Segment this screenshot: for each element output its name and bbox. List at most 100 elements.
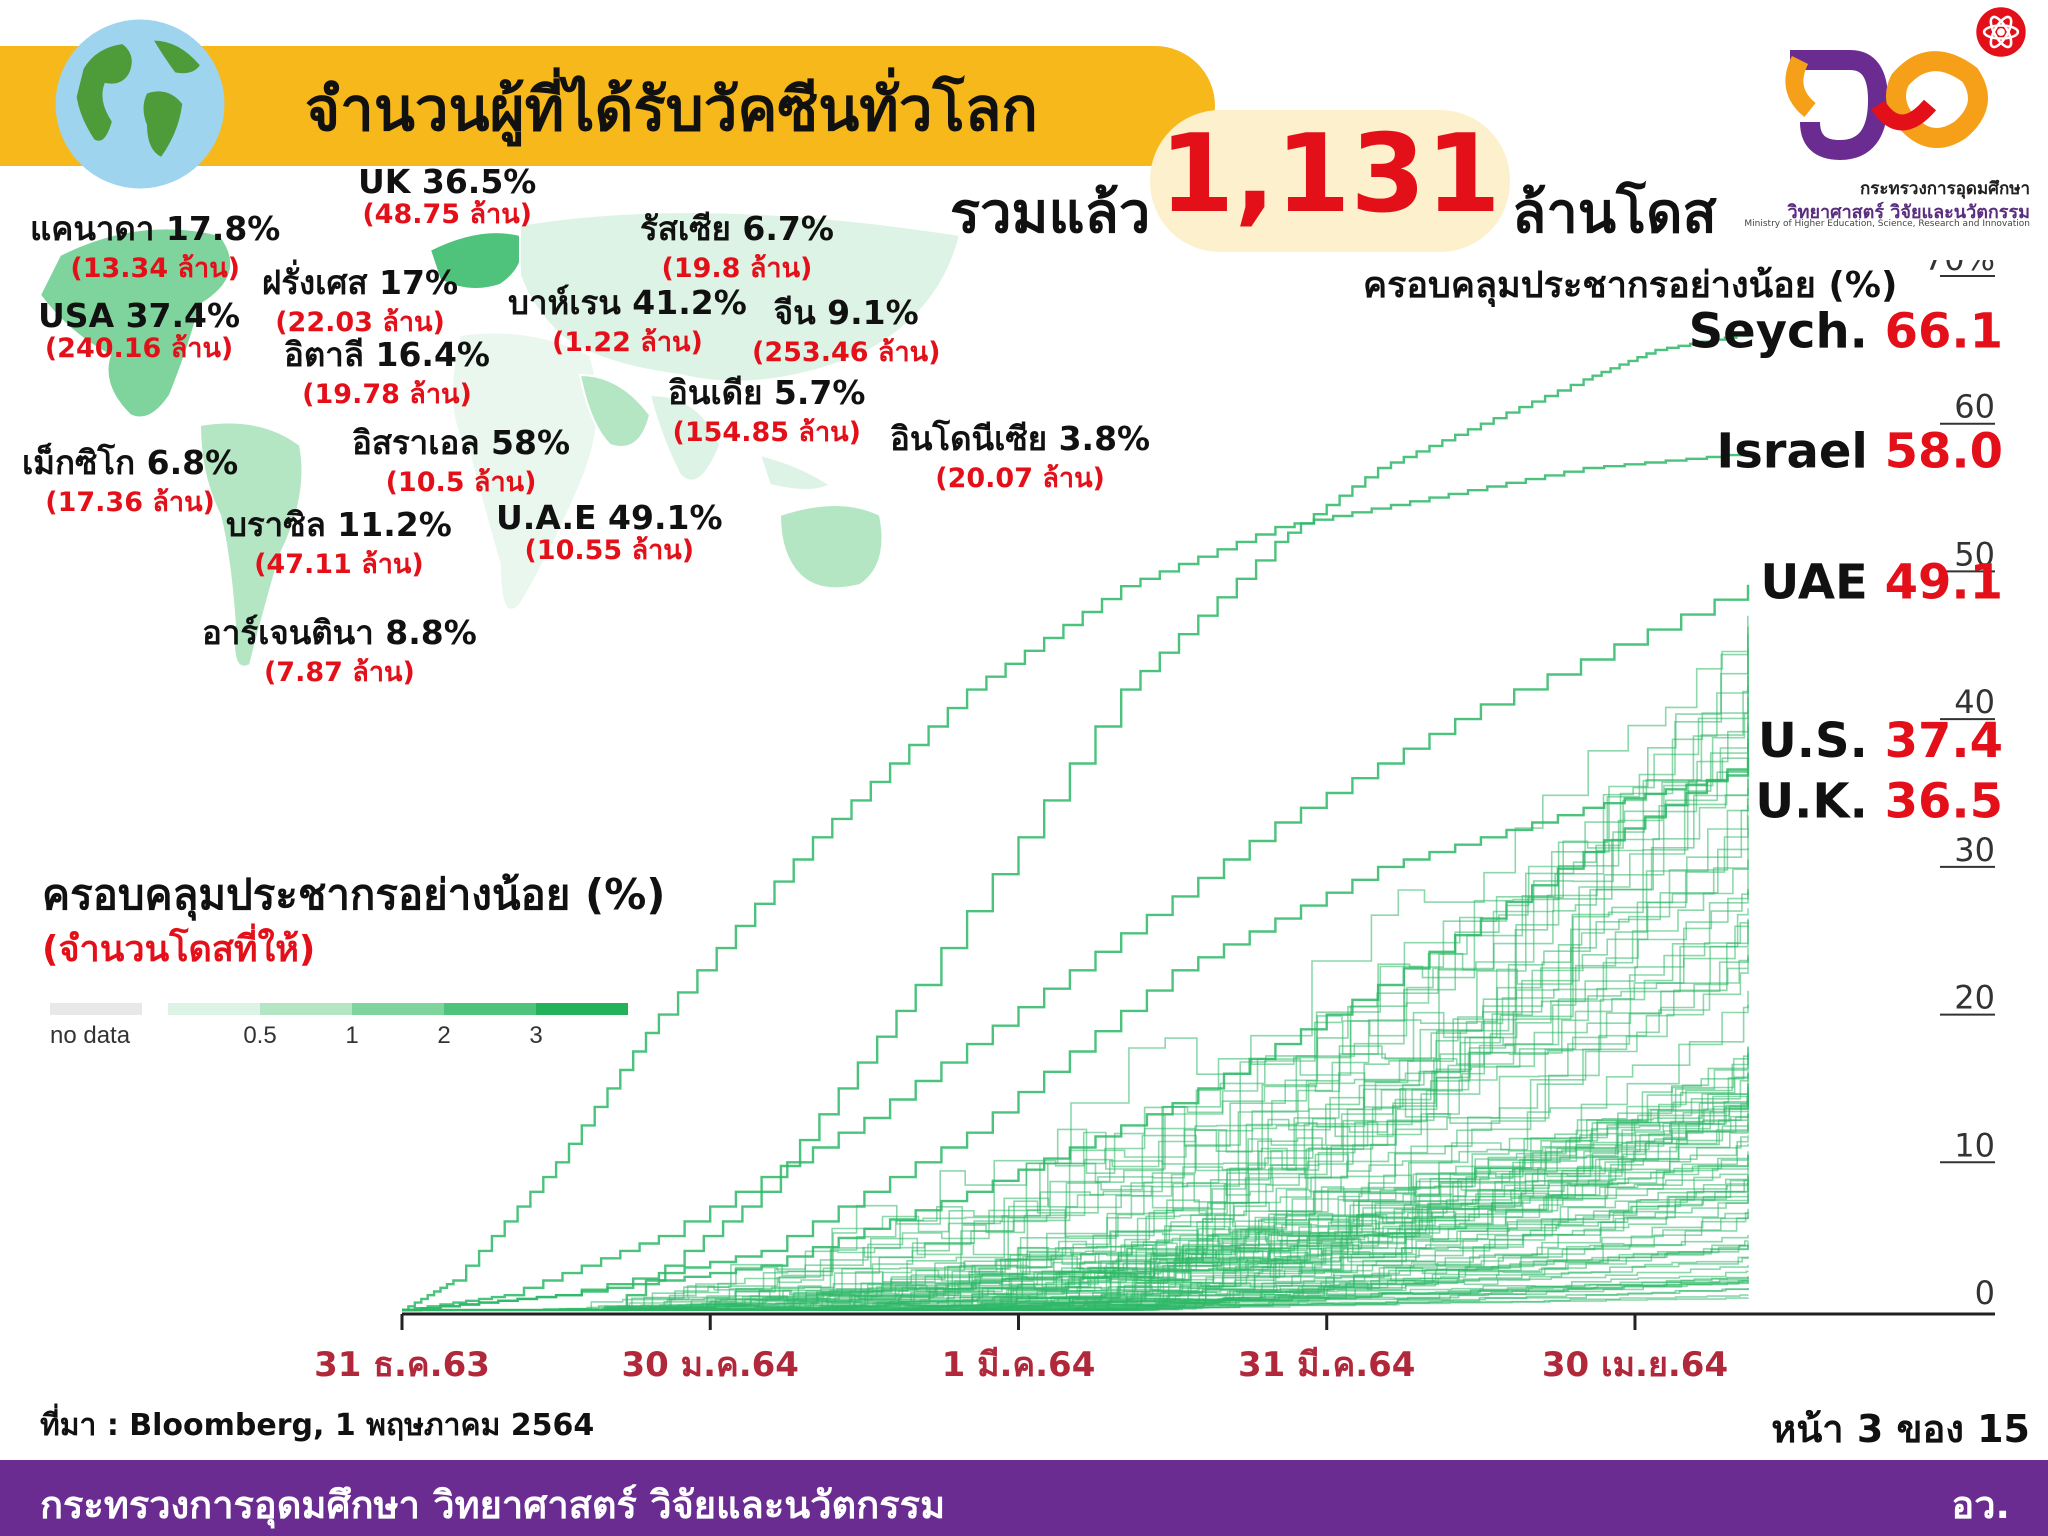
map-label-india: อินเดีย 5.7% (154.85 ล้าน) [668,373,866,448]
highlighted-series-lines [402,333,1750,1312]
map-label-brazil: บราซิล 11.2% (47.11 ล้าน) [226,505,452,580]
y-tick-label: 0 [1975,1274,1995,1312]
source-note: ที่มา : Bloomberg, 1 พฤษภาคม 2564 [40,1408,595,1443]
highlight-label: Israel 58.0 [1716,423,2003,479]
y-tick-label: 70% [1924,260,1995,278]
map-legend-subtitle: (จำนวนโดสที่ให้) [42,929,316,970]
y-tick-label: 30 [1954,831,1995,869]
legend-swatch-4 [444,1003,536,1015]
legend-tick-4: 3 [529,1022,542,1049]
country-line [402,847,1749,1311]
x-tick-label: 30 ม.ค.64 [622,1345,799,1385]
country-line [402,1121,1749,1311]
country-line [402,1093,1749,1311]
map-label-france: ฝรั่งเศส 17% (22.03 ล้าน) [262,263,459,338]
map-label-italy: อิตาลี 16.4% (19.78 ล้าน) [284,335,490,410]
country-line [402,745,1749,1311]
legend-swatch-5 [536,1003,628,1015]
country-line [402,1046,1749,1311]
legend-swatch-2 [260,1003,352,1015]
country-line [402,1281,1749,1311]
x-tick-label: 31 มี.ค.64 [1238,1345,1415,1385]
total-prefix: รวมแล้ว [950,181,1151,246]
map-label-mexico: เม็กซิโก 6.8% (17.36 ล้าน) [22,443,239,518]
map-label-china: จีน 9.1% (253.46 ล้าน) [752,293,941,368]
map-label-usa: USA 37.4% (240.16 ล้าน) [38,296,241,364]
ministry-logo [1785,50,1988,160]
map-legend-title: ครอบคลุมประชากรอย่างน้อย (%) [42,870,666,919]
country-line [402,1270,1749,1311]
country-line [402,1212,1749,1311]
legend-tick-1: 0.5 [243,1022,276,1049]
chart-title: ครอบคลุมประชากรอย่างน้อย (%) [1363,265,1898,306]
y-tick-label: 20 [1954,979,1995,1017]
map-label-canada: แคนาดา 17.8% (13.34 ล้าน) [30,209,281,284]
country-line [402,634,1749,1311]
highlight-label: U.K. 36.5 [1755,773,2003,829]
x-tick-label: 1 มี.ค.64 [942,1345,1096,1385]
x-tick-label: 30 เม.ย.64 [1542,1345,1728,1385]
map-label-bahrain: บาห์เรน 41.2% (1.22 ล้าน) [508,283,747,358]
atom-icon [1976,7,2026,57]
country-line [402,922,1749,1311]
total-suffix: ล้านโดส [1512,181,1717,246]
country-line [402,969,1749,1311]
logo-text-ministry: กระทรวงการอุดมศึกษา [1860,179,2030,199]
y-tick-label: 50 [1954,535,1995,573]
y-tick-label: 60 [1954,388,1995,426]
logo-text-english: Ministry of Higher Education, Science, R… [1744,219,2030,229]
country-line [402,925,1749,1311]
country-line [402,710,1749,1311]
legend-tick-2: 1 [345,1022,358,1049]
series-line-uae [402,584,1750,1312]
footer-bar [0,1460,2048,1536]
total-bubble [1150,110,1510,252]
map-label-uae: U.A.E 49.1% (10.55 ล้าน) [496,498,723,566]
series-line-uk [402,770,1750,1312]
total-doses-value: 1,131 [1159,112,1501,237]
page-title: จำนวนผู้ที่ได้รับวัคซีนทั่วโลก [305,75,1038,145]
country-line [402,958,1749,1311]
country-line [402,726,1749,1311]
map-label-uk: UK 36.5% (48.75 ล้าน) [358,162,537,230]
legend-tick-3: 2 [437,1022,450,1049]
x-tick-label: 31 ธ.ค.63 [314,1345,490,1385]
footer-abbreviation: อว. [1951,1483,2010,1527]
logo-text-science: วิทยาศาสตร์ วิจัยและนวัตกรรม [1787,202,2030,223]
legend-swatch-1 [168,1003,260,1015]
world-map [38,211,962,668]
legend-swatch-3 [352,1003,444,1015]
country-line [402,798,1749,1311]
series-line-israel [402,453,1750,1312]
country-line [402,805,1749,1311]
country-line [402,787,1749,1311]
map-label-israel: อิสราเอล 58% (10.5 ล้าน) [352,423,571,498]
legend-swatch-nodata [50,1003,142,1015]
country-line [402,859,1749,1311]
map-label-indonesia: อินโดนีเซีย 3.8% (20.07 ล้าน) [890,419,1151,494]
y-tick-label: 40 [1954,683,1995,721]
country-line [402,615,1749,1311]
chart-axes: 31 ธ.ค.63 30 ม.ค.64 1 มี.ค.64 31 มี.ค.64 30 … [314,260,1995,1385]
country-line [402,697,1749,1311]
footer-ministry-name: กระทรวงการอุดมศึกษา วิทยาศาสตร์ วิจัยและ… [40,1483,946,1527]
country-line [402,1257,1749,1311]
country-line [402,890,1749,1311]
background-country-lines [402,615,1749,1311]
country-line [402,778,1749,1311]
series-line-us [402,757,1750,1312]
country-line [402,947,1749,1311]
y-tick-label: 10 [1954,1126,1995,1164]
highlight-label: U.S. 37.4 [1758,713,2003,769]
country-line [402,1047,1749,1311]
highlight-label: UAE 49.1 [1760,555,2003,611]
country-line [402,828,1749,1311]
country-line [402,955,1749,1311]
country-line [402,686,1749,1311]
legend-label-nodata: no data [50,1022,131,1049]
highlight-label: Seych. 66.1 [1689,304,2003,360]
map-color-legend: no data 0.5 1 2 3 [50,1003,628,1049]
map-label-russia: รัสเซีย 6.7% (19.8 ล้าน) [640,209,834,284]
country-line [402,626,1749,1311]
globe-icon [55,19,225,189]
